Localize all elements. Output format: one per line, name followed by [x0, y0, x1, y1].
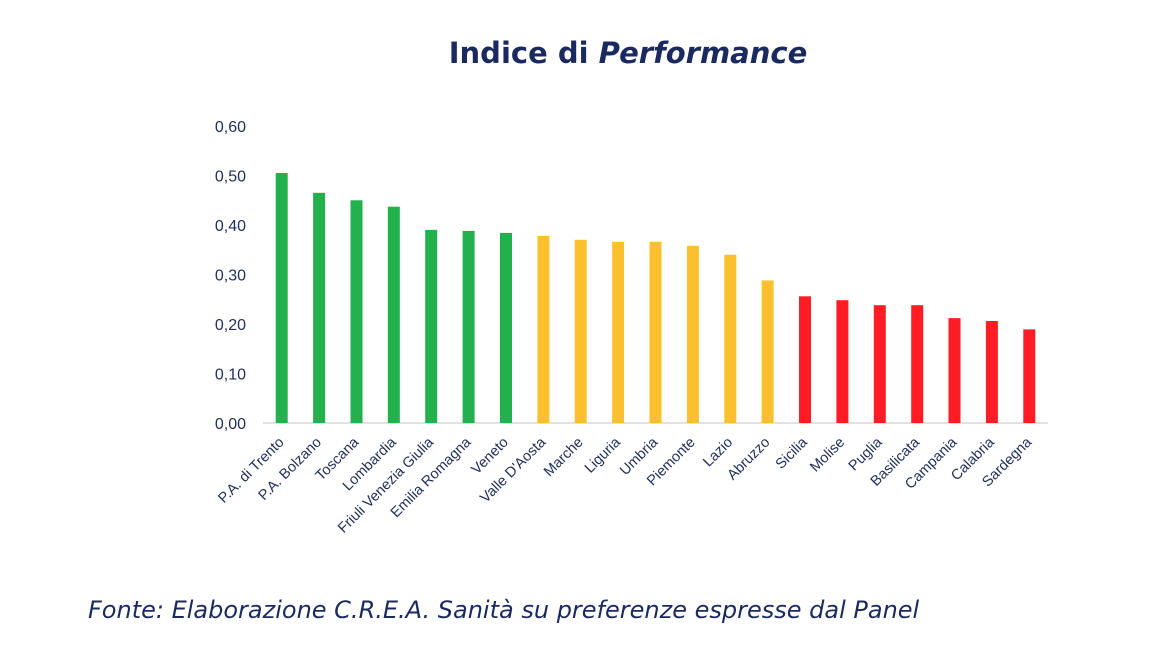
bar: [500, 232, 512, 423]
y-tick-label: 0,50: [215, 169, 246, 186]
bars: [275, 173, 1036, 424]
bar: [649, 241, 662, 423]
x-tick-label: Valle D'Aosta: [477, 434, 549, 506]
chart-title-emphasis: Performance: [598, 36, 808, 70]
bar: [686, 245, 699, 423]
bar: [350, 200, 363, 424]
y-tick-label: 0,10: [215, 367, 246, 384]
y-tick-label: 0,20: [215, 317, 246, 334]
bar: [612, 241, 625, 423]
y-tick-label: 0,30: [215, 268, 246, 285]
bar: [387, 206, 400, 423]
bar: [275, 173, 288, 423]
bar: [425, 229, 438, 423]
bar: [799, 296, 811, 423]
x-tick-label: Liguria: [582, 434, 625, 477]
y-tick-label: 0,60: [215, 119, 246, 136]
x-tick-label: Marche: [541, 435, 587, 481]
bar: [911, 305, 924, 423]
x-tick-label: Sicilia: [773, 434, 812, 473]
bar: [537, 235, 550, 423]
x-tick-label: Molise: [807, 435, 848, 476]
bar: [836, 300, 849, 423]
bar: [1023, 329, 1036, 423]
y-tick-label: 0,40: [215, 218, 246, 235]
bar: [761, 280, 774, 423]
bar: [313, 192, 326, 423]
source-note: Fonte: Elaborazione C.R.E.A. Sanità su p…: [88, 596, 920, 624]
bar: [724, 254, 737, 423]
bar: [948, 318, 961, 423]
bar: [985, 321, 998, 423]
chart-title: Indice di Performance: [0, 36, 1170, 70]
y-axis: 0,00 0,10 0,20 0,30 0,40 0,50 0,60: [215, 119, 246, 433]
chart-title-text: Indice di: [448, 36, 589, 70]
bar: [574, 239, 587, 423]
bar: [462, 230, 475, 423]
y-tick-label: 0,00: [215, 416, 246, 433]
bar: [873, 305, 886, 423]
